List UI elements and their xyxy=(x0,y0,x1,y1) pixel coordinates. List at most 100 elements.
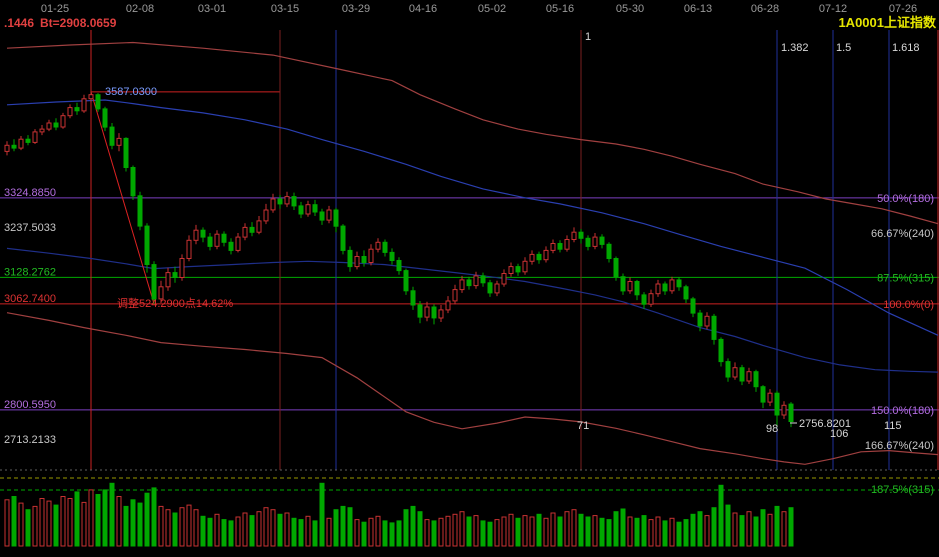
date-label: 03-01 xyxy=(198,3,226,15)
volume-bar xyxy=(172,512,178,547)
candle-body xyxy=(277,198,283,205)
symbol-code: 1A0001 xyxy=(838,15,884,30)
candle-body xyxy=(655,283,661,295)
volume-bar xyxy=(235,516,241,547)
ma-upper-line xyxy=(6,99,939,336)
volume-bar xyxy=(4,499,10,547)
annotation-text: 115 xyxy=(884,420,902,432)
volume-bar xyxy=(466,516,472,547)
volume-bar xyxy=(60,496,66,547)
candle-body xyxy=(221,233,227,243)
date-label: 02-08 xyxy=(126,3,154,15)
lower-band-line xyxy=(6,312,939,465)
volume-bar xyxy=(11,496,17,547)
candle-body xyxy=(627,281,633,292)
candle-body xyxy=(438,309,444,319)
annotation-text: 1.5 xyxy=(836,42,851,54)
candle-body xyxy=(732,367,738,378)
candle-body xyxy=(137,195,143,227)
volume-bar xyxy=(452,513,458,547)
volume-bar xyxy=(641,515,647,547)
candle-body xyxy=(333,209,339,227)
volume-bar xyxy=(375,515,381,547)
date-label: 07-26 xyxy=(889,3,917,15)
candle-body xyxy=(592,236,598,247)
volume-bar xyxy=(25,509,31,547)
volume-bar xyxy=(354,519,360,547)
volume-bar xyxy=(718,484,724,547)
candle-body xyxy=(368,248,374,263)
candle-body xyxy=(158,286,164,300)
candle-body xyxy=(347,249,353,268)
candle-body xyxy=(172,272,178,279)
volume-bar xyxy=(571,509,577,547)
volume-bar xyxy=(116,496,122,547)
volume-bar xyxy=(648,519,654,547)
volume-bar xyxy=(403,509,409,547)
volume-bar xyxy=(431,520,437,547)
volume-bar xyxy=(543,517,549,547)
volume-bar xyxy=(676,521,682,547)
volume-bar xyxy=(515,517,521,547)
volume-bar xyxy=(410,505,416,547)
volume-bar xyxy=(613,511,619,547)
fib-label: 150.0%(180) xyxy=(871,405,934,417)
fib-label: 87.5%(315) xyxy=(877,272,934,284)
volume-bar xyxy=(347,507,353,547)
candle-body xyxy=(53,122,59,128)
volume-bar xyxy=(340,505,346,547)
volume-bar xyxy=(655,516,661,547)
volume-bar xyxy=(669,517,675,547)
volume-bar xyxy=(88,489,94,547)
volume-bar xyxy=(319,482,325,547)
volume-bar xyxy=(746,511,752,547)
date-label: 04-16 xyxy=(409,3,437,15)
candle-body xyxy=(445,300,451,311)
volume-bar xyxy=(564,511,570,547)
volume-bar xyxy=(326,517,332,547)
candle-body xyxy=(109,126,115,146)
volume-bar xyxy=(557,516,563,547)
volume-bar xyxy=(704,515,710,547)
candle-body xyxy=(452,289,458,302)
volume-bar xyxy=(179,507,185,547)
price-label: 2713.2133 xyxy=(4,434,56,446)
candle-body xyxy=(739,367,745,382)
volume-bar xyxy=(382,520,388,547)
candle-body xyxy=(662,283,668,292)
candle-body xyxy=(403,270,409,292)
candle-body xyxy=(207,236,213,247)
indicator-value: .1446 xyxy=(4,16,34,30)
volume-bar xyxy=(207,517,213,547)
candle-body xyxy=(543,249,549,261)
candle-body xyxy=(60,115,66,128)
date-label: 05-30 xyxy=(616,3,644,15)
candle-body xyxy=(179,258,185,278)
fib-label: 166.67%(240) xyxy=(865,440,934,452)
candle-body xyxy=(144,225,150,266)
volume-bar xyxy=(501,516,507,547)
volume-bar xyxy=(788,507,794,547)
volume-bar xyxy=(760,509,766,547)
candle-body xyxy=(81,98,87,112)
date-label: 07-12 xyxy=(819,3,847,15)
volume-bar xyxy=(739,515,745,547)
candle-body xyxy=(102,108,108,128)
candle-body xyxy=(228,241,234,251)
volume-bar xyxy=(480,520,486,547)
candle-body xyxy=(690,298,696,314)
volume-bar xyxy=(67,498,73,547)
candle-body xyxy=(522,260,528,273)
candle-body xyxy=(774,392,780,416)
volume-bar xyxy=(417,511,423,547)
volume-bar xyxy=(438,517,444,547)
volume-bar xyxy=(270,509,276,547)
candle-body xyxy=(788,403,794,423)
candle-body xyxy=(648,293,654,305)
candle-body xyxy=(389,251,395,261)
volume-bar xyxy=(228,520,234,547)
volume-bar xyxy=(249,515,255,547)
candle-body xyxy=(508,266,514,275)
